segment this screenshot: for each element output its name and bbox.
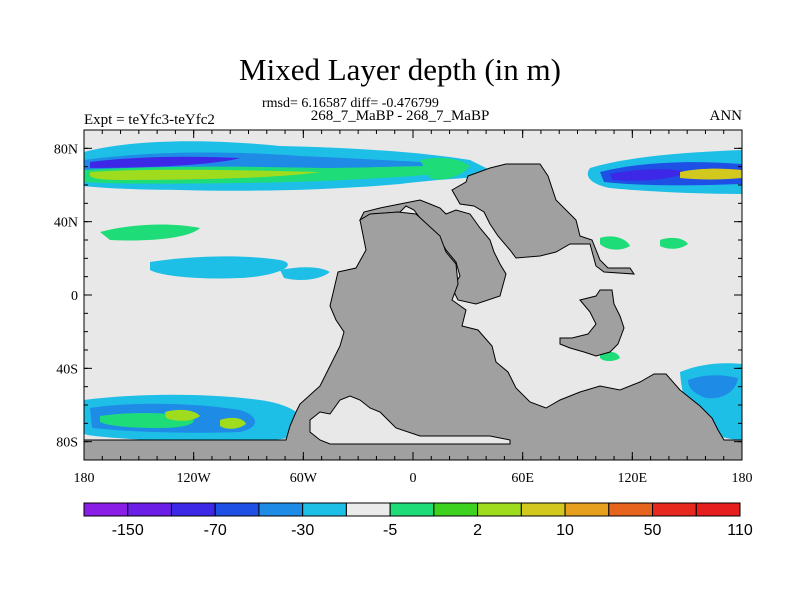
colorbar-label: 10 [556,522,574,539]
colorbar-label: -70 [204,522,227,539]
colorbar-label: 2 [473,522,482,539]
land-north [451,163,635,275]
colorbar-box [652,502,697,517]
experiment-label: Expt = teYfc3-teYfc2 [84,112,215,128]
colorbar-box [345,502,391,517]
colorbar-label: -5 [383,522,397,539]
ocean-basin-south [309,395,511,445]
anomaly-south-east-small [600,351,620,361]
colorbar-box [564,502,610,517]
map-title: Mixed Layer depth (in m) [239,52,561,87]
colorbar-box [170,502,216,517]
anomaly-south-patch [220,417,246,429]
colorbar-label: -150 [112,522,144,539]
y-tick-label: 40S [56,362,78,377]
x-tick-label: 0 [410,471,417,486]
anomaly-patch-4 [420,158,470,180]
stats-label: rmsd= 6.16587 diff= -0.476799 [262,96,439,111]
colorbar-label: 50 [644,522,662,539]
colorbar-box [389,502,435,517]
anomaly-patch-2 [150,256,288,279]
colorbar-box [477,502,522,517]
anomaly-patch-6 [600,236,630,250]
colorbar-box [127,502,172,517]
subtitle: 268_7_MaBP - 268_7_MaBP [310,108,490,124]
anomaly-north-west-yellow [90,169,320,180]
y-tick-label: 40N [54,216,78,231]
anomaly-south-east-mid [688,375,738,399]
land-main [83,211,743,461]
colorbar-box [695,502,741,517]
x-axis-ticks: 180 120W 60W 0 60E 120E 180 [74,130,753,486]
colorbar-box [258,502,304,517]
y-tick-label: 0 [71,289,78,304]
x-tick-label: 60E [511,471,534,486]
colorbar-box [608,502,654,517]
y-axis-ticks: 80N 40N 0 40S 80S [54,129,742,461]
colorbar-label: 110 [727,522,753,539]
anomaly-north-east-yellow [680,168,742,180]
colorbar-label: -30 [291,522,314,539]
anomaly-patch-5 [660,237,688,249]
season-label: ANN [709,108,743,124]
y-tick-label: 80S [56,436,78,451]
colorbar-box [520,502,566,517]
colorbar-box [214,502,260,517]
colorbar-box [83,502,129,517]
x-tick-label: 120E [618,471,648,486]
x-tick-label: 180 [732,471,753,486]
colorbar-box [302,502,347,517]
anomaly-contours [84,141,742,443]
x-tick-label: 60W [290,471,318,486]
anomaly-south-yellow [165,409,200,421]
colorbar: -150 -70 -30 -5 2 10 50 110 [83,502,753,539]
land-masses [83,163,743,461]
anomaly-patch-3 [280,267,330,280]
land-island-east [559,289,625,357]
anomaly-patch-1 [100,224,200,241]
x-tick-label: 180 [74,471,95,486]
x-tick-label: 120W [177,471,212,486]
anomaly-north-east-deep [610,169,690,181]
anomaly-north-west-blue [90,156,240,168]
y-tick-label: 80N [54,142,78,157]
colorbar-box [433,502,479,517]
